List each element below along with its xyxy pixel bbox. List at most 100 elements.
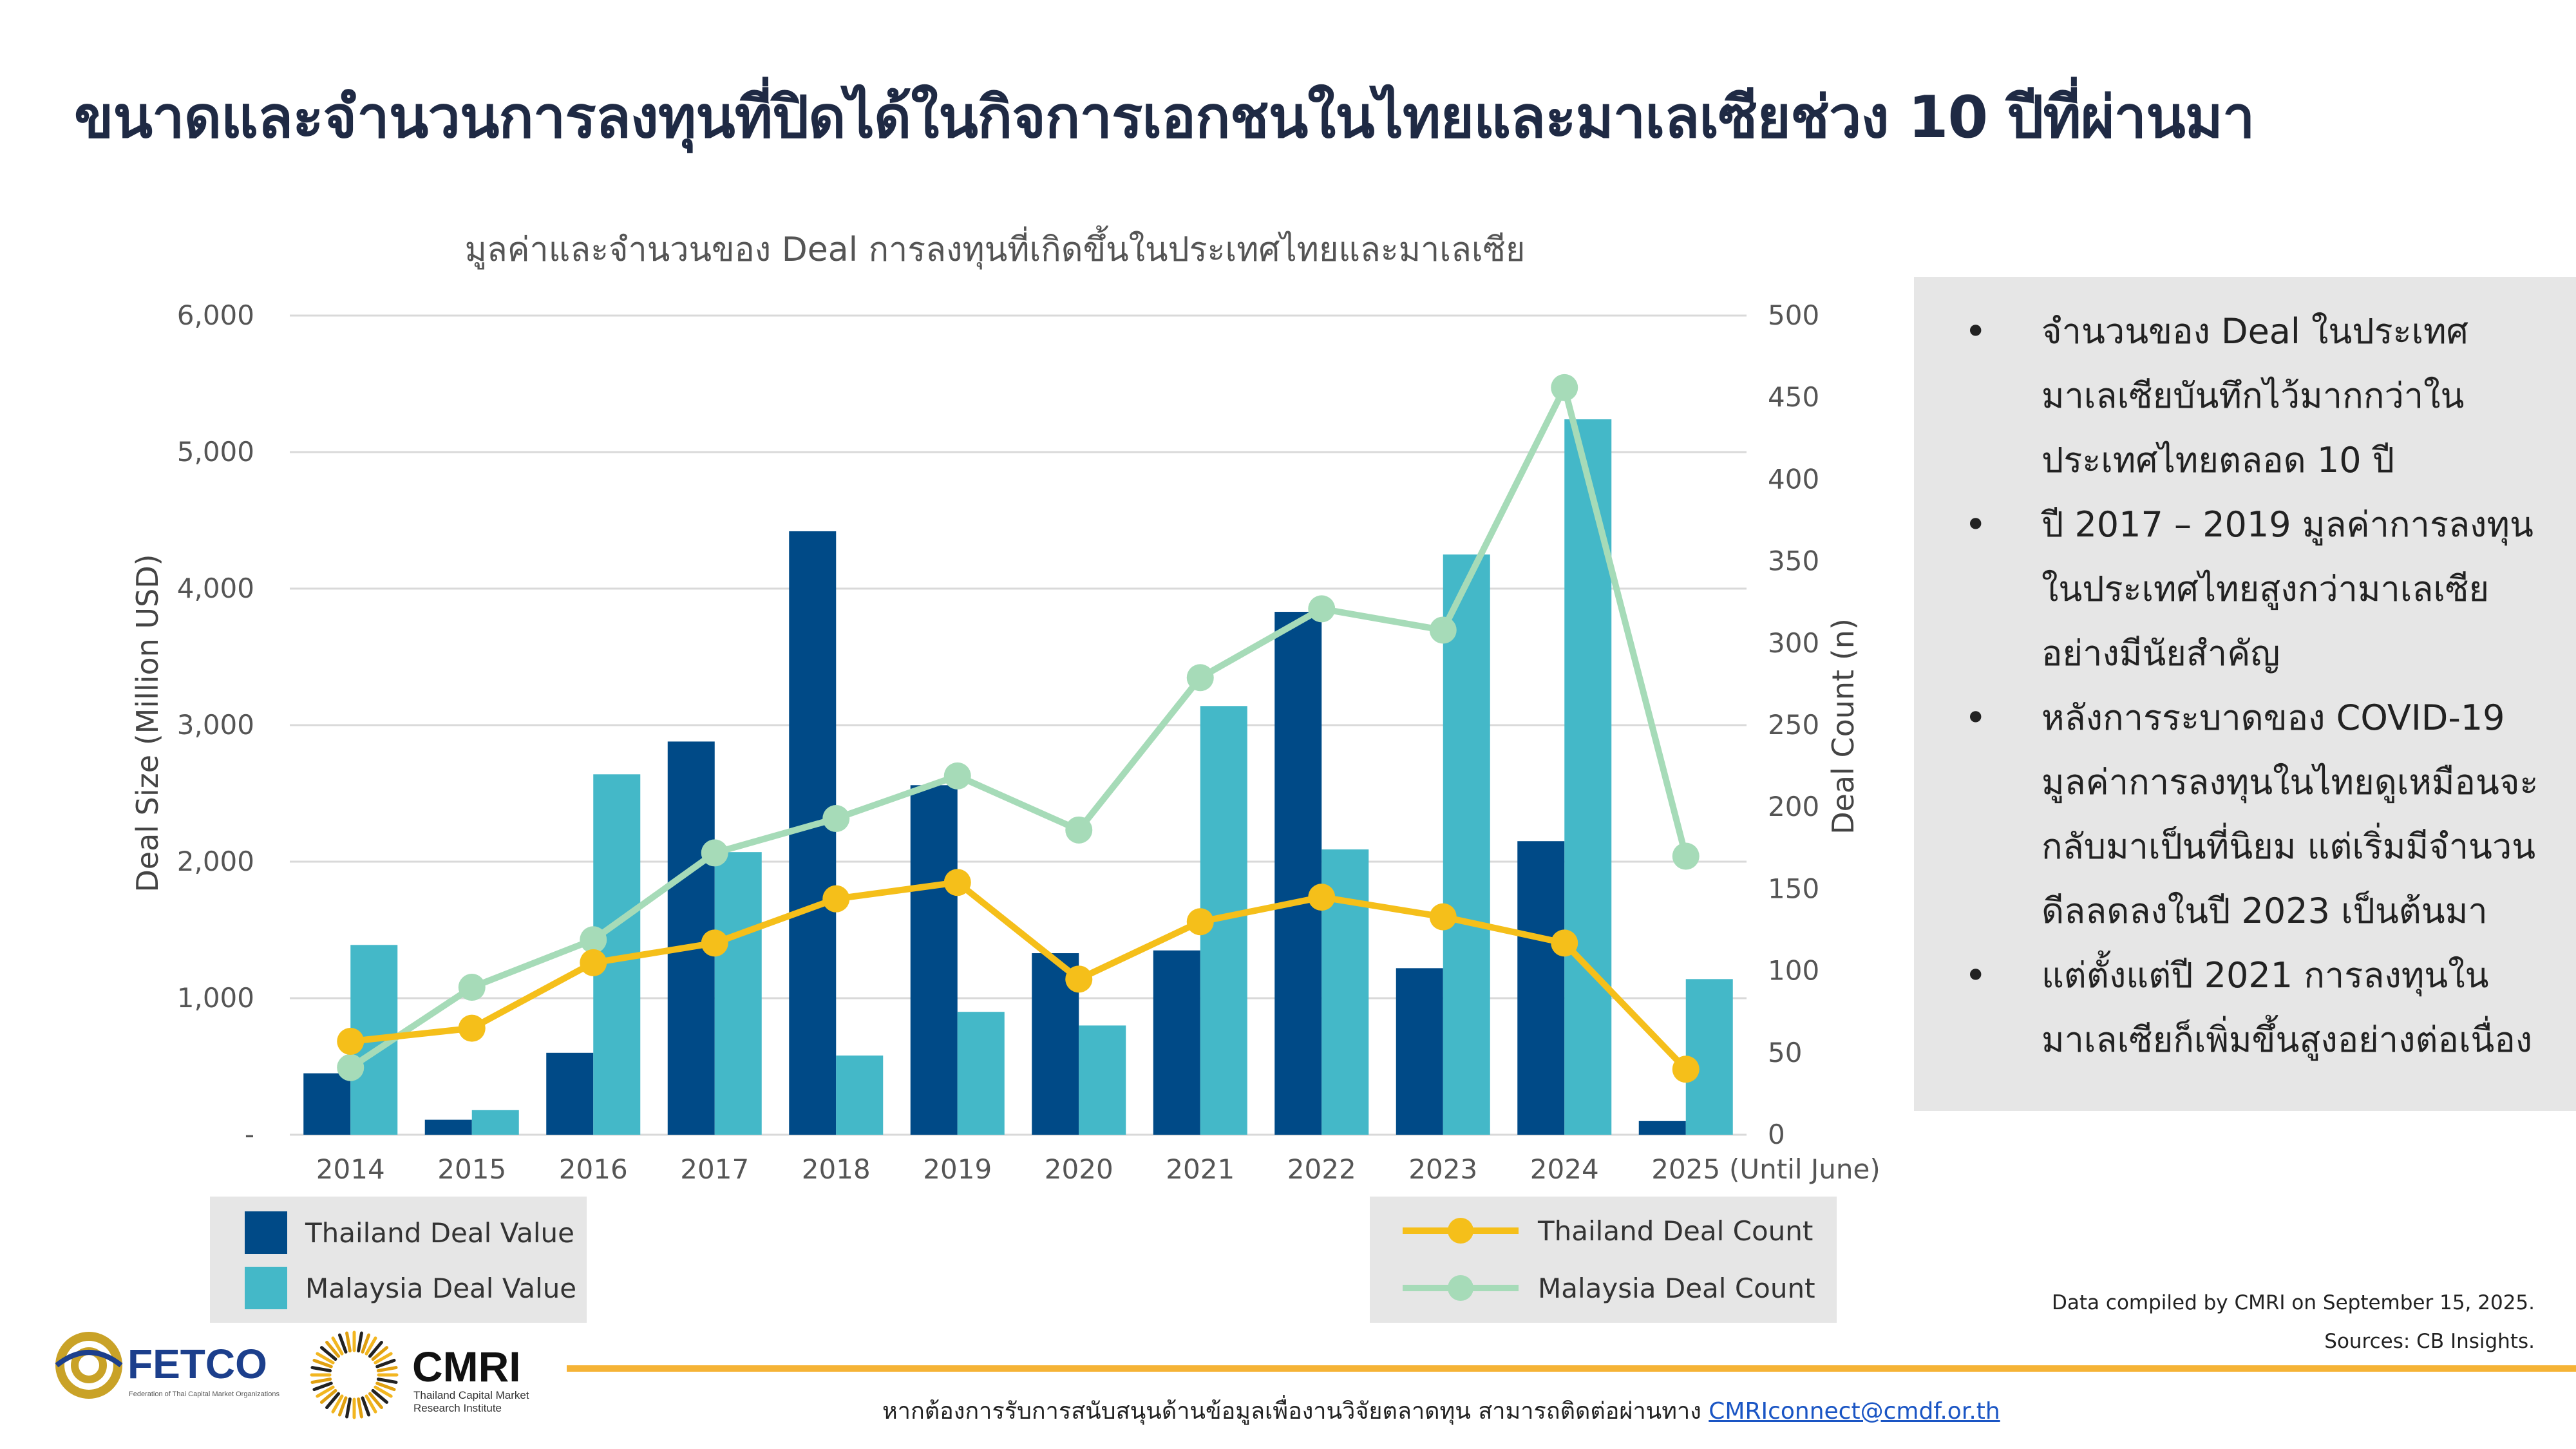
logo-ray [368,1392,383,1410]
point-thailand-count [1308,884,1336,911]
point-thailand-count [701,929,728,957]
y-tick-label: 4,000 [177,573,254,604]
bar-thailand-value [546,1052,594,1135]
x-tick-label: 2018 [802,1153,871,1185]
bar-thailand-value [1638,1121,1686,1135]
bar-thailand-value [424,1119,472,1135]
logo-ray [376,1378,398,1384]
svg-text:Thailand Capital Market: Thailand Capital Market [413,1389,529,1401]
y2-tick-label: 150 [1768,873,1819,904]
x-tick-label: 2014 [316,1153,385,1185]
logo-ray [368,1340,383,1358]
bar-malaysia-value [714,852,762,1135]
lines [337,374,1700,1083]
y2-tick-label: 100 [1768,955,1819,987]
note-text: จำนวนของ Deal ในประเทศมาเลเซียบันทึกไว้ม… [2041,311,2468,480]
bar-malaysia-value [1685,979,1733,1135]
point-thailand-count [1672,1056,1700,1083]
legend-item-malaysia-count: Malaysia Deal Count [1403,1267,1815,1309]
legend-line-malaysia-count [1403,1267,1519,1309]
svg-text:CMRI: CMRI [412,1343,521,1390]
cmri-logo: CMRI Thailand Capital Market Research In… [310,1331,529,1419]
gridlines [290,314,1747,1136]
note-item: • หลังการระบาดของ COVID-19 มูลค่าการลงทุน… [1964,686,2557,943]
logo-ray [337,1396,348,1417]
point-thailand-count [1551,929,1578,957]
point-malaysia-count [1551,374,1578,401]
contact-line: หากต้องการรับการสนับสนุนด้านข้อมูลเพื่อง… [882,1392,2000,1429]
y-tick-label: 6,000 [177,299,254,331]
x-tick-label: 2016 [559,1153,628,1185]
logo-ray [331,1336,344,1356]
logo-ray [312,1358,333,1368]
logo-ray [310,1366,332,1372]
point-thailand-count [580,949,607,976]
bar-thailand-value [789,531,837,1135]
y2-tick-label: 300 [1768,627,1819,659]
logo-ray [361,1333,371,1354]
point-malaysia-count [580,926,607,954]
point-thailand-count [337,1027,365,1055]
logo-ray [316,1385,335,1398]
point-malaysia-count [1065,816,1093,844]
bar-malaysia-value [836,1056,884,1135]
y2-tick-label: 400 [1768,463,1819,495]
bar-malaysia-value [471,1110,519,1135]
category-note: (Until June) [1729,1153,1880,1185]
y-tick-label: 3,000 [177,709,254,741]
logo-ray [375,1381,396,1392]
chart-title: มูลค่าและจำนวนของ Deal การลงทุนที่เกิดขึ… [465,225,1526,270]
legend-label: Malaysia Deal Count [1538,1272,1815,1304]
note-text: แต่ตั้งแต่ปี 2021 การลงทุนในมาเลเซียก็เพ… [2041,955,2533,1060]
point-malaysia-count [1186,664,1214,692]
logo-ray [345,1331,352,1353]
legend-label: Malaysia Deal Value [305,1272,577,1304]
point-malaysia-count [1308,595,1336,623]
logo-ray [319,1388,337,1404]
bar-thailand-value [910,785,958,1135]
logo-ray [312,1381,333,1392]
x-tick-label: 2021 [1166,1153,1235,1185]
legend-item-thailand-value: Thailand Deal Value [245,1211,574,1254]
logo-ray [357,1331,363,1353]
bar-malaysia-value [957,1012,1005,1135]
logo-ray [325,1340,341,1358]
x-tick-label: 2019 [923,1153,992,1185]
point-malaysia-count [458,974,486,1001]
bar-malaysia-value [1079,1025,1126,1135]
page-title: ขนาดและจำนวนการลงทุนที่ปิดได้ในกิจการเอก… [74,84,2255,151]
x-tick-label: 2024 [1530,1153,1599,1185]
logo-ray [310,1378,332,1384]
y-tick-label: - [245,1119,254,1150]
logo-ray [374,1385,393,1398]
logo-ray [376,1366,398,1372]
y-tick-label: 2,000 [177,846,254,877]
legend-item-thailand-count: Thailand Deal Count [1403,1209,1813,1252]
logo-ray [337,1333,348,1354]
point-thailand-count [943,869,971,896]
logo-ray [361,1396,371,1417]
contact-email-link[interactable]: CMRIconnect@cmdf.or.th [1709,1398,2000,1425]
x-tick-label: 2015 [437,1153,506,1185]
logo-ray [319,1346,337,1361]
point-malaysia-count [1429,616,1457,644]
y2-tick-label: 50 [1768,1037,1802,1068]
note-text: หลังการระบาดของ COVID-19 มูลค่าการลงทุนใ… [2041,697,2539,931]
legend-label: Thailand Deal Value [305,1217,574,1249]
ticks: - 1,000 2,000 3,000 4,000 5,000 6,000 0 50 100 150… [177,299,1819,1185]
point-malaysia-count [701,839,728,867]
y2-tick-label: 0 [1768,1119,1785,1150]
fetco-logo: FETCO Federation of Thai Capital Market … [55,1332,279,1399]
data-compiled-note: Data compiled by CMRI on September 15, 2… [2052,1291,2535,1314]
legend-line-thailand-count [1403,1209,1519,1252]
point-malaysia-count [1672,842,1700,870]
bullet-icon: • [1964,309,1987,354]
legend-item-malaysia-value: Malaysia Deal Value [245,1267,576,1309]
point-thailand-count [1186,908,1214,936]
notes-list: • จำนวนของ Deal ในประเทศมาเลเซียบันทึกไว้… [1964,299,2557,1072]
svg-text:FETCO: FETCO [128,1341,267,1387]
note-item: • แต่ตั้งแต่ปี 2021 การลงทุนในมาเลเซียก็เ… [1964,943,2557,1072]
logo-ray [371,1346,389,1361]
logo-ray [371,1388,389,1404]
logo-ray [345,1397,352,1419]
